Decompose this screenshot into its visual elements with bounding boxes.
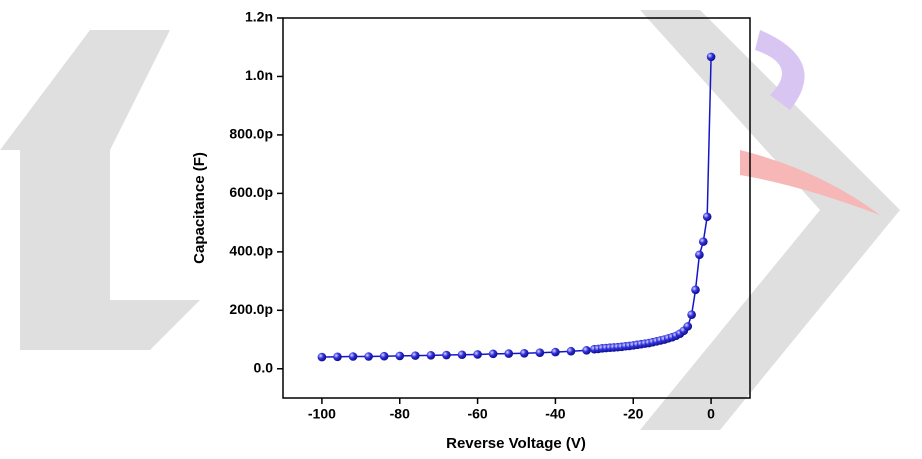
data-point	[317, 352, 327, 362]
data-point	[395, 351, 405, 361]
data-point	[333, 352, 342, 362]
data-point	[442, 350, 451, 360]
watermark	[0, 10, 900, 430]
y-tick-label: 600.0p	[229, 184, 273, 200]
data-point	[411, 351, 420, 360]
data-point	[426, 351, 436, 360]
x-axis-label: Reverse Voltage (V)	[446, 435, 586, 452]
data-point	[457, 350, 467, 360]
data-point	[535, 348, 545, 357]
x-tick-label: -40	[545, 406, 565, 422]
data-point	[551, 347, 560, 357]
x-tick-label: -100	[308, 406, 336, 422]
y-tick-label: 200.0p	[229, 301, 273, 317]
data-point	[473, 350, 482, 359]
x-tick-label: -60	[467, 406, 487, 422]
x-tick-label: -80	[390, 406, 410, 422]
y-tick-label: 400.0p	[229, 243, 273, 259]
data-point	[566, 346, 576, 356]
data-point	[582, 346, 591, 355]
data-point	[379, 351, 389, 361]
data-point	[691, 285, 700, 295]
data-point	[699, 237, 708, 246]
data-point	[519, 348, 529, 358]
plot-frame	[282, 17, 751, 399]
x-tick-label: -20	[623, 406, 643, 422]
x-tick-label: 0	[707, 406, 715, 422]
data-point	[348, 352, 358, 361]
y-tick-label: 800.0p	[229, 126, 273, 142]
y-axis-label: Capacitance (F)	[191, 152, 208, 264]
data-point	[695, 250, 704, 260]
y-tick-label: 0.0	[254, 359, 274, 375]
data-point	[706, 52, 716, 62]
data-point	[702, 212, 712, 222]
y-tick-label: 1.2n	[245, 9, 273, 25]
data-point	[504, 349, 514, 358]
data-point	[683, 322, 693, 331]
data-point	[687, 310, 696, 319]
data-point	[488, 349, 498, 359]
y-tick-label: 1.0n	[245, 67, 273, 83]
data-point	[364, 352, 373, 361]
series-line	[321, 56, 712, 358]
